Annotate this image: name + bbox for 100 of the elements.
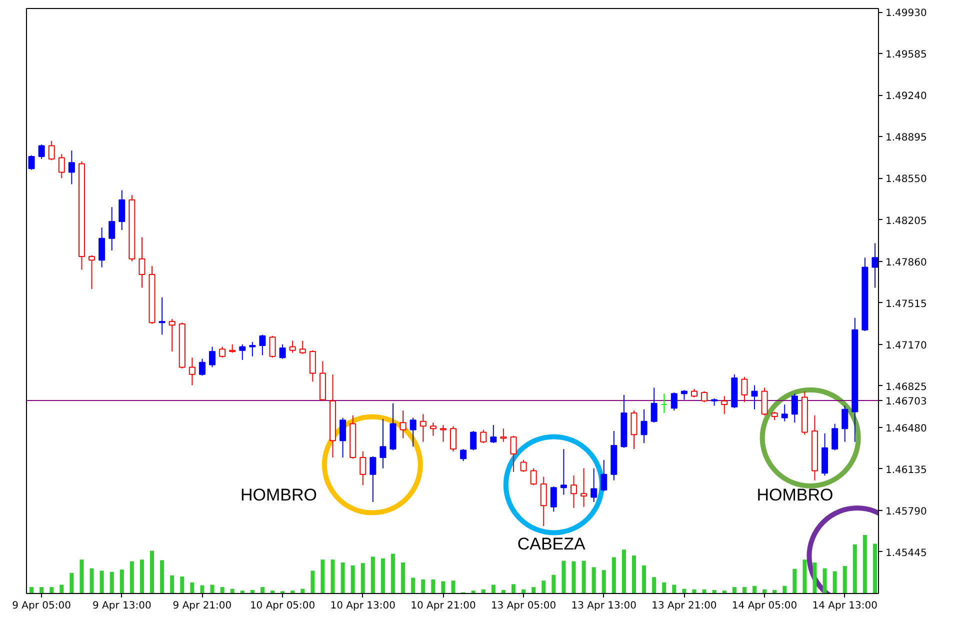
bar [190,582,194,594]
bar [390,554,396,594]
bar [602,570,606,594]
candlestick [580,468,588,508]
bar [792,568,797,594]
annotation: HOMBRO [756,486,834,505]
bar [130,561,134,594]
candlestick [249,341,256,357]
y-tick-label: 1.48895 [886,132,927,144]
x-tick-label: 13 Apr 13:00 [571,600,636,612]
candlestick [410,417,416,448]
candlestick [872,242,878,288]
bar [60,584,64,594]
candlestick [701,390,708,403]
candlestick [380,418,386,469]
ref-line-label: 1.46703 [886,396,927,408]
bar [552,574,556,594]
y-tick-label: 1.49240 [886,91,927,102]
bar [862,535,867,594]
candlestick [138,236,146,288]
bar [812,562,817,594]
bar [90,568,94,594]
bar [330,560,335,594]
bar [200,585,204,594]
candlestick [540,476,547,527]
candlestick [188,357,196,386]
y-tick-label: 1.48550 [886,174,927,186]
y-tick-label: 1.47860 [886,257,927,268]
bar [100,570,104,594]
bar [370,556,375,594]
candlestick [590,468,598,503]
y-tick-label: 1.49930 [886,8,927,20]
y-tick-label: 1.46480 [886,423,927,434]
bar [662,582,666,594]
x-tick-label: 13 Apr 21:00 [652,600,717,612]
x-tick-label: 10 Apr 13:00 [330,600,396,612]
bar [842,566,847,594]
candlestick [299,340,306,354]
bar [832,571,837,594]
bar [411,578,416,594]
bar [652,577,656,594]
candlestick [832,423,838,451]
candlestick [168,318,176,352]
candlestick [28,154,35,170]
bar [852,544,857,594]
bar [822,568,827,594]
candlestick [209,346,216,368]
candlestick [239,344,246,360]
candlestick [842,405,848,442]
candlestick [680,390,688,400]
candlestick [309,350,316,382]
bar [572,561,576,594]
bar [120,570,124,594]
bar [310,570,315,594]
candlestick [340,417,346,458]
x-tick-label: 9 Apr 21:00 [172,600,232,612]
bar [30,587,34,594]
y-tick-label: 1.46135 [886,464,927,476]
bar [742,587,746,594]
bar [562,560,566,594]
candlestick [48,140,55,161]
y-tick-label: 1.46825 [886,382,927,393]
candlestick [570,475,578,509]
candlestick [269,335,276,358]
bar [380,558,385,594]
candlestick [660,393,668,414]
x-tick-label: 10 Apr 21:00 [410,600,476,612]
x-tick-label: 9 Apr 13:00 [92,600,152,612]
bar [592,567,596,594]
candlestick [430,422,436,436]
bar [672,584,676,594]
bar [421,579,426,594]
candlestick [560,448,567,496]
bar [160,560,164,594]
candlestick [370,456,376,503]
candlestick [158,296,166,336]
candlestick [400,410,406,439]
candlestick [520,459,527,472]
bar [491,584,496,594]
annotation: CABEZA [517,534,586,554]
candlestick [650,387,658,424]
candlestick [600,459,608,492]
bar [320,560,325,594]
candlestick [510,435,517,472]
bar [360,563,365,594]
bar [582,560,586,594]
bar [642,565,646,594]
bar [612,557,616,594]
candlestick [360,450,366,486]
bar [140,560,144,594]
bar [401,562,406,594]
bar [752,586,756,594]
candlestick [108,206,116,251]
bar [622,550,626,594]
candlestick [420,414,426,442]
bar [210,584,214,594]
candlestick [550,486,557,512]
candlestick [440,424,446,442]
candlestick [500,428,507,442]
bar [110,572,114,594]
